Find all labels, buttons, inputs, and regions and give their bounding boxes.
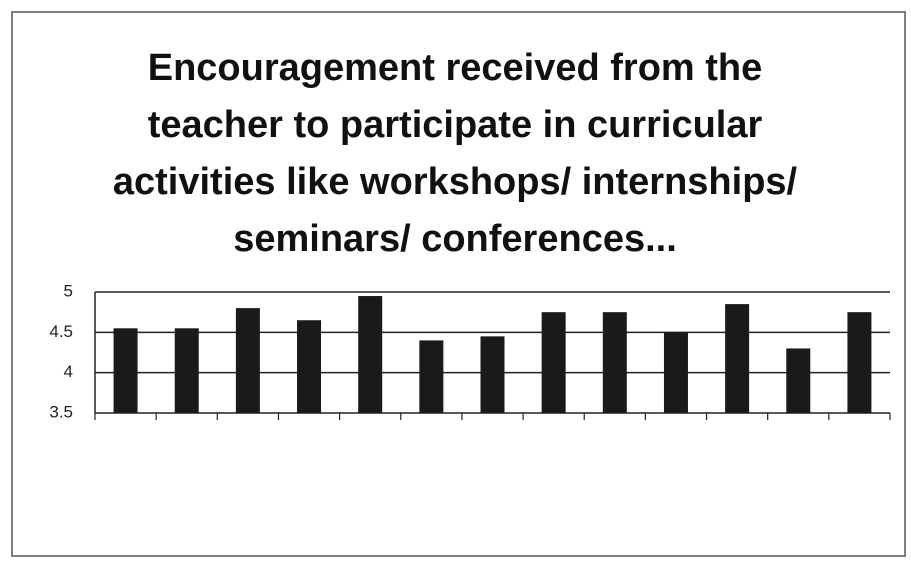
bar	[480, 336, 505, 413]
bar	[358, 296, 383, 413]
chart-title: Encouragement received from the teacher …	[112, 47, 798, 260]
bar	[174, 328, 199, 413]
y-tick-label: 4	[64, 362, 73, 381]
y-tick-label: 5	[64, 281, 73, 300]
chart-frame	[11, 11, 906, 557]
bar	[663, 332, 688, 413]
bar	[419, 340, 444, 413]
bar	[235, 308, 260, 413]
bar	[847, 312, 872, 413]
bar	[786, 348, 811, 413]
bar	[541, 312, 566, 413]
bar	[113, 328, 138, 413]
bar	[725, 304, 750, 413]
y-tick-label: 3.5	[49, 402, 73, 421]
y-tick-label: 4.5	[49, 322, 73, 341]
bar	[602, 312, 627, 413]
bar	[297, 320, 322, 413]
